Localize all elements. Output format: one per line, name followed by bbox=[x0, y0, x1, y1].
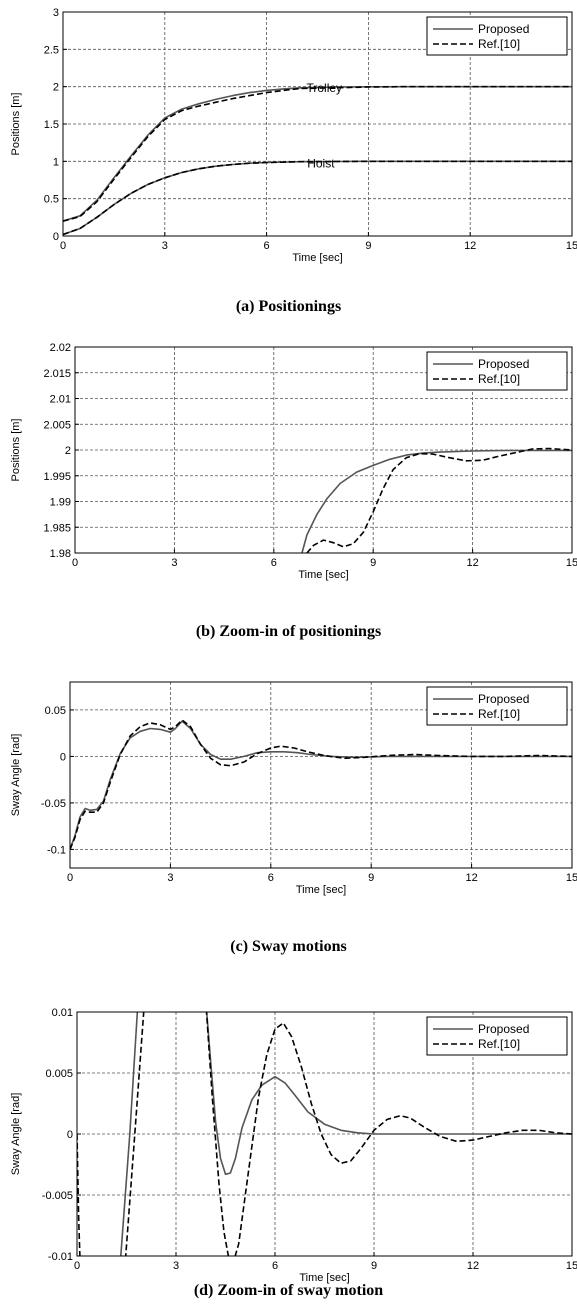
x-tick-label: 9 bbox=[365, 240, 371, 252]
x-tick-label: 3 bbox=[173, 1260, 179, 1272]
annotation-label: Trolley bbox=[307, 81, 343, 95]
x-tick-label: 0 bbox=[72, 557, 78, 569]
y-tick-label: 0.005 bbox=[45, 1068, 73, 1080]
plot-frame bbox=[69, 681, 573, 869]
y-tick-label: 0.05 bbox=[45, 705, 66, 717]
y-tick-label: 0.5 bbox=[44, 194, 59, 206]
x-tick-label: 3 bbox=[171, 557, 177, 569]
y-tick-label: 2.5 bbox=[44, 44, 59, 56]
y-axis-label: Positions [m] bbox=[10, 93, 22, 156]
y-tick-label: 2.02 bbox=[50, 342, 71, 354]
series-line-0 bbox=[301, 449, 572, 553]
plot-svg: 0 3 6 9 12 15 -0.01 -0.005 0 0.005 0.01 Time [sec] S… bbox=[10, 1007, 577, 1284]
x-tick-label: 15 bbox=[566, 872, 577, 884]
y-tick-label: 0 bbox=[60, 751, 66, 763]
chart-caption: (c) Sway motions bbox=[230, 938, 347, 955]
y-tick-label: -0.1 bbox=[47, 844, 66, 856]
series-line-0 bbox=[63, 85, 572, 222]
x-tick-label: 0 bbox=[67, 872, 73, 884]
y-tick-label: 1.98 bbox=[50, 548, 71, 560]
x-tick-label: 6 bbox=[264, 240, 270, 252]
x-axis-label: Time [sec] bbox=[299, 1272, 349, 1284]
y-tick-label: 2 bbox=[53, 82, 59, 94]
legend-label: Proposed bbox=[478, 692, 529, 706]
legend-label: Ref.[10] bbox=[478, 372, 520, 386]
y-tick-label: 3 bbox=[53, 7, 59, 19]
y-axis-label: Positions [m] bbox=[10, 419, 22, 482]
x-tick-label: 12 bbox=[465, 872, 477, 884]
series-line-1 bbox=[205, 1012, 572, 1256]
y-tick-label: 2.01 bbox=[50, 394, 71, 406]
series-line-0 bbox=[205, 1012, 572, 1176]
y-tick-label: 0 bbox=[67, 1129, 73, 1141]
y-tick-label: 2.005 bbox=[43, 419, 71, 431]
y-tick-label: 1.985 bbox=[43, 522, 71, 534]
series-line-0 bbox=[70, 720, 572, 850]
x-tick-label: 9 bbox=[371, 1260, 377, 1272]
y-tick-label: 1.99 bbox=[50, 497, 71, 509]
y-tick-label: 0.01 bbox=[52, 1007, 73, 1019]
legend-label: Proposed bbox=[478, 1022, 529, 1036]
x-tick-label: 0 bbox=[74, 1260, 80, 1272]
legend-box bbox=[426, 16, 568, 56]
legend-label: Proposed bbox=[478, 357, 529, 371]
y-tick-label: -0.005 bbox=[42, 1190, 73, 1202]
x-tick-label: 0 bbox=[60, 240, 66, 252]
x-tick-label: 12 bbox=[467, 1260, 479, 1272]
y-axis-label: Sway Angle [rad] bbox=[10, 734, 22, 817]
plot-svg: 0 3 6 9 12 15 1.98 1.985 1.99 1.995 2 2.005 2.01 2.01… bbox=[10, 342, 577, 581]
chart-caption: (d) Zoom-in of sway motion bbox=[193, 1282, 384, 1299]
series-line-1 bbox=[77, 1133, 81, 1256]
x-tick-label: 6 bbox=[268, 872, 274, 884]
series-line-0 bbox=[119, 1012, 139, 1256]
x-axis-label: Time [sec] bbox=[298, 569, 348, 581]
legend-box bbox=[426, 1016, 568, 1056]
y-tick-label: 1.995 bbox=[43, 471, 71, 483]
chart-caption: (a) Positionings bbox=[235, 298, 342, 315]
y-tick-label: 0 bbox=[53, 231, 59, 243]
x-tick-label: 3 bbox=[167, 872, 173, 884]
x-tick-label: 15 bbox=[566, 1260, 577, 1272]
legend-label: Proposed bbox=[478, 22, 529, 36]
legend-box bbox=[426, 351, 568, 391]
chart-zoom-positionings: 0 3 6 9 12 15 1.98 1.985 1.99 1.995 2 2.005 2.01 2.01… bbox=[0, 335, 577, 660]
y-tick-label: 2 bbox=[65, 445, 71, 457]
x-axis-label: Time [sec] bbox=[296, 884, 346, 896]
chart-positionings: 0 3 6 9 12 15 0 0.5 1 1.5 2 2.5 3 Time [sec] Positions… bbox=[0, 0, 577, 325]
annotation-label: Hoist bbox=[307, 156, 335, 170]
legend-label: Ref.[10] bbox=[478, 37, 520, 51]
x-tick-label: 3 bbox=[162, 240, 168, 252]
x-tick-label: 12 bbox=[466, 557, 478, 569]
plot-svg: 0 3 6 9 12 15 0 0.5 1 1.5 2 2.5 3 Time [sec] Positions… bbox=[10, 7, 577, 264]
x-tick-label: 9 bbox=[368, 872, 374, 884]
x-tick-label: 15 bbox=[566, 557, 577, 569]
chart-zoom-sway: 0 3 6 9 12 15 -0.01 -0.005 0 0.005 0.01 Time [sec] S… bbox=[0, 1000, 577, 1315]
series-line-1 bbox=[70, 719, 572, 850]
legend-label: Ref.[10] bbox=[478, 1037, 520, 1051]
x-tick-label: 12 bbox=[464, 240, 476, 252]
y-axis-label: Sway Angle [rad] bbox=[10, 1093, 22, 1176]
series-line-1 bbox=[63, 160, 572, 236]
x-tick-label: 15 bbox=[566, 240, 577, 252]
legend-box bbox=[426, 686, 568, 726]
legend-label: Ref.[10] bbox=[478, 707, 520, 721]
y-tick-label: -0.01 bbox=[48, 1251, 73, 1263]
chart-sway-motions: 0 3 6 9 12 15 -0.1 -0.05 0 0.05 Time [sec] Sway Ang… bbox=[0, 670, 577, 995]
y-tick-label: 2.015 bbox=[43, 368, 71, 380]
series-line-1 bbox=[306, 447, 572, 553]
x-tick-label: 6 bbox=[271, 557, 277, 569]
plot-svg: 0 3 6 9 12 15 -0.1 -0.05 0 0.05 Time [sec] Sway Ang… bbox=[10, 681, 577, 896]
series-line-1 bbox=[63, 85, 572, 222]
y-tick-label: -0.05 bbox=[41, 798, 66, 810]
y-tick-label: 1 bbox=[53, 156, 59, 168]
x-axis-label: Time [sec] bbox=[292, 252, 342, 264]
y-tick-label: 1.5 bbox=[44, 119, 59, 131]
chart-caption: (b) Zoom-in of positionings bbox=[195, 623, 382, 640]
x-tick-label: 9 bbox=[370, 557, 376, 569]
x-tick-label: 6 bbox=[272, 1260, 278, 1272]
